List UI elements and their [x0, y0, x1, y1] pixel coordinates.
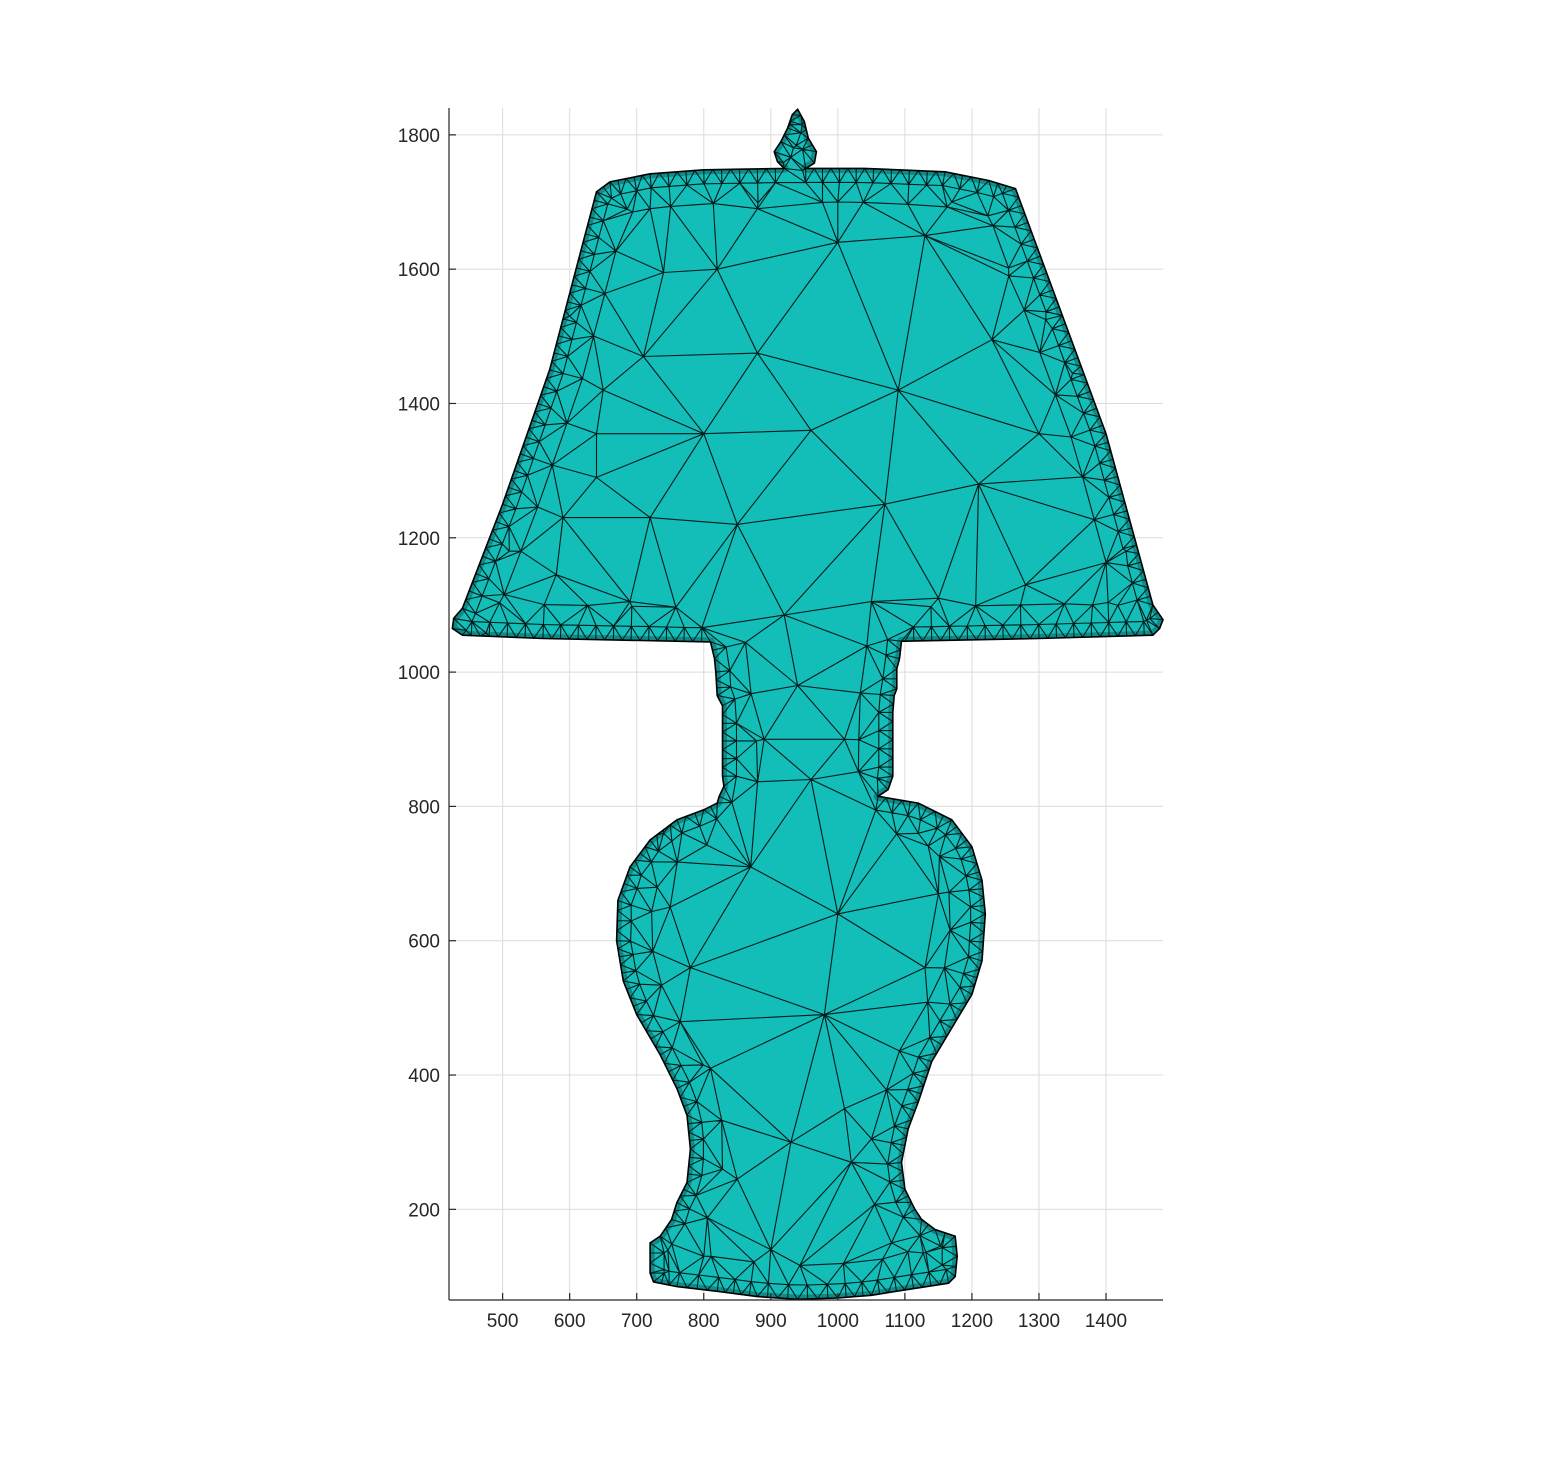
x-tick-label: 1100 [884, 1311, 925, 1332]
x-tick-label: 1300 [1018, 1311, 1060, 1332]
x-tick-label: 1200 [951, 1311, 993, 1332]
y-tick-label: 1400 [398, 394, 440, 415]
axes [448, 108, 1163, 1301]
x-tick-label: 800 [688, 1311, 720, 1332]
x-tick-label: 500 [487, 1311, 519, 1332]
lamp-mesh [451, 107, 1164, 1301]
y-tick-label: 1600 [398, 260, 440, 281]
y-axis-ticks: 200 400 600 800 1000 1200 1400 1600 1800 [398, 126, 456, 1221]
lamp-outline [451, 107, 1164, 1301]
x-tick-label: 900 [755, 1311, 787, 1332]
y-tick-label: 1000 [398, 663, 440, 684]
y-tick-label: 400 [408, 1066, 440, 1087]
y-tick-label: 1800 [398, 126, 440, 147]
x-tick-label: 1000 [817, 1311, 859, 1332]
x-tick-label: 700 [621, 1311, 653, 1332]
x-tick-label: 600 [554, 1311, 586, 1332]
y-tick-label: 200 [408, 1200, 440, 1221]
lamp-body [452, 109, 1163, 1300]
y-tick-label: 600 [408, 932, 440, 953]
y-tick-label: 1200 [398, 529, 440, 550]
x-tick-label: 1400 [1085, 1311, 1127, 1332]
y-tick-label: 800 [408, 797, 440, 818]
x-axis-ticks: 500 600 700 800 900 1000 1100 1200 1300 1400 [487, 1293, 1127, 1332]
